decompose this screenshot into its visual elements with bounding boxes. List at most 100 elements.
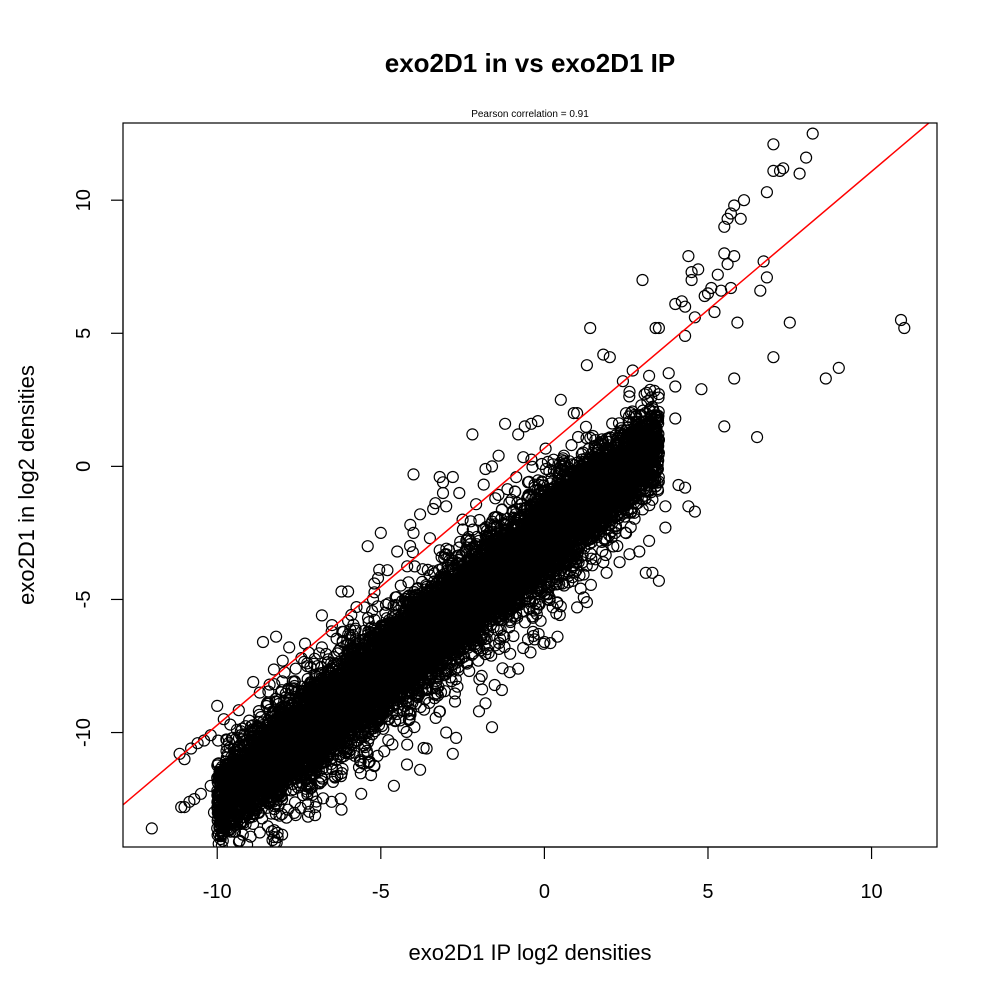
data-point [653, 575, 664, 586]
chart-subtitle: Pearson correlation = 0.91 [471, 109, 589, 120]
y-tick-label: 5 [73, 328, 95, 339]
data-point [258, 637, 269, 648]
data-point [644, 370, 655, 381]
data-point [663, 368, 674, 379]
data-point [392, 546, 403, 557]
y-axis-label: exo2D1 in log2 densities [14, 365, 39, 605]
data-point [451, 732, 462, 743]
data-point [212, 700, 223, 711]
data-point [673, 480, 684, 491]
data-point [660, 501, 671, 512]
data-point [408, 469, 419, 480]
data-point [500, 418, 511, 429]
data-point [585, 323, 596, 334]
data-point [833, 362, 844, 373]
data-point [532, 416, 543, 427]
data-point [336, 804, 347, 815]
data-point [640, 567, 651, 578]
data-point [271, 631, 282, 642]
data-point [794, 168, 805, 179]
data-point [801, 152, 812, 163]
data-point [303, 647, 314, 658]
data-point [415, 509, 426, 520]
data-point [768, 352, 779, 363]
chart-title: exo2D1 in vs exo2D1 IP [385, 48, 675, 78]
data-point [634, 546, 645, 557]
data-point [490, 493, 501, 504]
data-point [712, 269, 723, 280]
data-point [719, 248, 730, 259]
data-point [680, 482, 691, 493]
data-point [493, 450, 504, 461]
data-point [807, 128, 818, 139]
data-point [686, 267, 697, 278]
data-point [290, 663, 301, 674]
data-point [729, 373, 740, 384]
data-point [447, 748, 458, 759]
point-cloud-band-2 [343, 505, 567, 736]
data-point [660, 522, 671, 533]
data-point [820, 373, 831, 384]
data-point [761, 187, 772, 198]
data-point [739, 195, 750, 206]
data-point [388, 780, 399, 791]
data-point [555, 394, 566, 405]
data-point [552, 631, 563, 642]
data-point [284, 642, 295, 653]
data-point [356, 788, 367, 799]
data-point [775, 165, 786, 176]
data-point [732, 317, 743, 328]
y-tick-label: -5 [73, 591, 95, 609]
data-point [526, 418, 537, 429]
data-point [601, 567, 612, 578]
data-point [572, 602, 583, 613]
data-point [366, 770, 377, 781]
data-point [683, 251, 694, 262]
data-point [722, 259, 733, 270]
data-point [438, 488, 449, 499]
y-tick-label: 0 [73, 461, 95, 472]
x-tick-label: -10 [203, 881, 232, 903]
y-tick-label: 10 [73, 189, 95, 211]
y-axis: -10 -5 0 5 10 [73, 189, 123, 747]
data-point [784, 317, 795, 328]
data-point [614, 557, 625, 568]
x-tick-label: 5 [702, 881, 713, 903]
x-tick-label: -5 [372, 881, 390, 903]
data-point [316, 610, 327, 621]
data-point [467, 429, 478, 440]
data-point [415, 764, 426, 775]
data-point [693, 264, 704, 275]
data-point [761, 272, 772, 283]
data-point [441, 501, 452, 512]
data-point [375, 527, 386, 538]
data-point [598, 349, 609, 360]
y-tick-label: -10 [73, 718, 95, 747]
data-point [487, 722, 498, 733]
data-point [336, 586, 347, 597]
data-point [755, 285, 766, 296]
data-point [752, 432, 763, 443]
data-point [670, 381, 681, 392]
data-point [382, 565, 393, 576]
data-point [719, 421, 730, 432]
data-point [454, 488, 465, 499]
data-point [778, 163, 789, 174]
data-point [581, 360, 592, 371]
data-point [248, 677, 259, 688]
data-point [362, 541, 373, 552]
data-point [735, 213, 746, 224]
x-axis-label: exo2D1 IP log2 densities [409, 940, 652, 965]
data-point [604, 352, 615, 363]
data-point [637, 275, 648, 286]
point-cloud [212, 384, 665, 859]
data-point [146, 823, 157, 834]
data-point [480, 464, 491, 475]
data-point [644, 535, 655, 546]
data-point [343, 586, 354, 597]
x-tick-label: 0 [539, 881, 550, 903]
data-point [480, 698, 491, 709]
data-point [447, 472, 458, 483]
data-point [768, 139, 779, 150]
